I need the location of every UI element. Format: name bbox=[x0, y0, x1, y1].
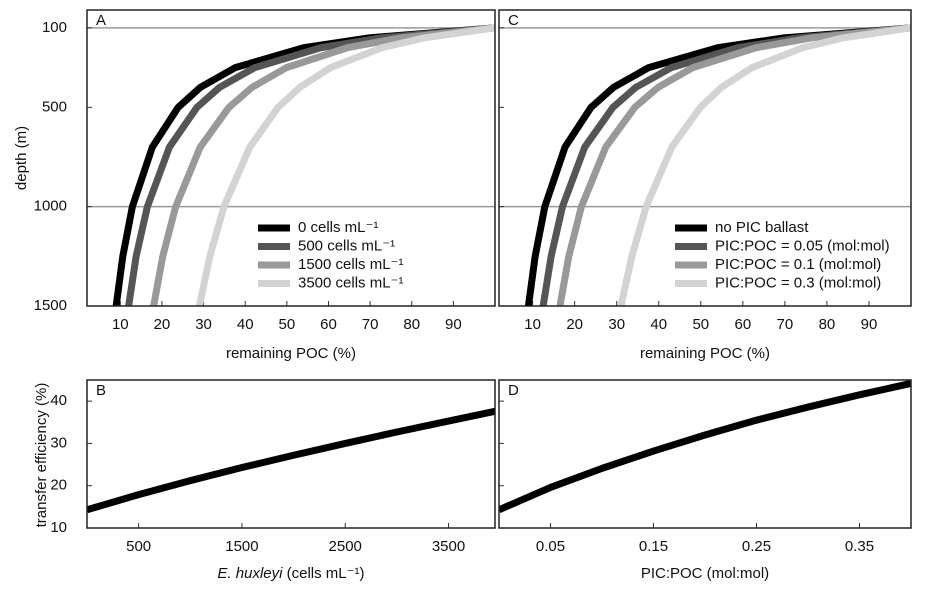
x-tick-label: 10 bbox=[524, 316, 541, 333]
legend-label: 1500 cells mL⁻¹ bbox=[298, 256, 403, 273]
x-tick-label: 80 bbox=[403, 316, 420, 333]
legend-label: PIC:POC = 0.3 (mol:mol) bbox=[715, 274, 881, 291]
curve bbox=[125, 24, 495, 306]
legend-label: 3500 cells mL⁻¹ bbox=[298, 274, 403, 291]
x-tick-label: 40 bbox=[237, 316, 254, 333]
y-tick-label: 500 bbox=[42, 98, 67, 115]
y-tick-label: 10 bbox=[50, 519, 67, 536]
panel-label: D bbox=[508, 382, 519, 399]
x-tick-label: 500 bbox=[126, 538, 151, 555]
x-axis-label: E. huxleyi (cells mL⁻¹) bbox=[217, 565, 364, 582]
x-tick-label: 70 bbox=[362, 316, 379, 333]
plot-frame bbox=[86, 379, 496, 529]
x-axis-label: remaining POC (%) bbox=[226, 345, 356, 362]
panel-label: A bbox=[96, 12, 106, 29]
y-tick-label: 20 bbox=[50, 477, 67, 494]
legend-label: no PIC ballast bbox=[715, 219, 809, 236]
x-axis-label-italic: E. huxleyi bbox=[217, 565, 283, 582]
legend-label: 500 cells mL⁻¹ bbox=[298, 237, 395, 254]
y-axis-label: depth (m) bbox=[13, 126, 30, 190]
plot-frame bbox=[498, 9, 912, 307]
x-tick-label: 10 bbox=[112, 316, 129, 333]
x-tick-label: 90 bbox=[445, 316, 462, 333]
x-tick-label: 0.35 bbox=[845, 538, 874, 555]
x-tick-label: 0.15 bbox=[639, 538, 668, 555]
curve bbox=[150, 24, 495, 306]
curve bbox=[556, 24, 911, 306]
x-tick-label: 60 bbox=[320, 316, 337, 333]
x-tick-label: 0.25 bbox=[742, 538, 771, 555]
y-tick-label: 1000 bbox=[34, 198, 67, 215]
x-axis-label-unit: (cells mL⁻¹) bbox=[282, 565, 364, 582]
x-tick-label: 1500 bbox=[225, 538, 258, 555]
curve bbox=[617, 24, 911, 306]
x-tick-label: 20 bbox=[154, 316, 171, 333]
panel-label: B bbox=[96, 382, 106, 399]
y-tick-label: 30 bbox=[50, 434, 67, 451]
x-tick-label: 20 bbox=[566, 316, 583, 333]
x-axis-label: PIC:POC (mol:mol) bbox=[641, 565, 769, 582]
y-axis-label: transfer efficiency (%) bbox=[33, 383, 50, 528]
y-tick-label: 40 bbox=[50, 392, 67, 409]
x-tick-label: 2500 bbox=[329, 538, 362, 555]
x-tick-label: 70 bbox=[777, 316, 794, 333]
x-tick-label: 30 bbox=[195, 316, 212, 333]
y-tick-label: 1500 bbox=[34, 297, 67, 314]
x-tick-label: 30 bbox=[608, 316, 625, 333]
x-tick-label: 90 bbox=[861, 316, 878, 333]
y-tick-label: 100 bbox=[42, 19, 67, 36]
x-axis-label: remaining POC (%) bbox=[640, 345, 770, 362]
x-tick-label: 3500 bbox=[432, 538, 465, 555]
legend-label: 0 cells mL⁻¹ bbox=[298, 219, 378, 236]
x-tick-label: 50 bbox=[278, 316, 295, 333]
x-tick-label: 40 bbox=[650, 316, 667, 333]
curve bbox=[87, 407, 495, 514]
panel-label: C bbox=[508, 12, 519, 29]
legend-label: PIC:POC = 0.05 (mol:mol) bbox=[715, 237, 890, 254]
curve bbox=[499, 380, 911, 514]
x-tick-label: 60 bbox=[734, 316, 751, 333]
plot-frame bbox=[86, 9, 496, 307]
x-tick-label: 0.05 bbox=[536, 538, 565, 555]
x-tick-label: 80 bbox=[819, 316, 836, 333]
plot-frame bbox=[498, 379, 912, 529]
legend-label: PIC:POC = 0.1 (mol:mol) bbox=[715, 256, 881, 273]
curve bbox=[195, 24, 495, 306]
x-tick-label: 50 bbox=[692, 316, 709, 333]
